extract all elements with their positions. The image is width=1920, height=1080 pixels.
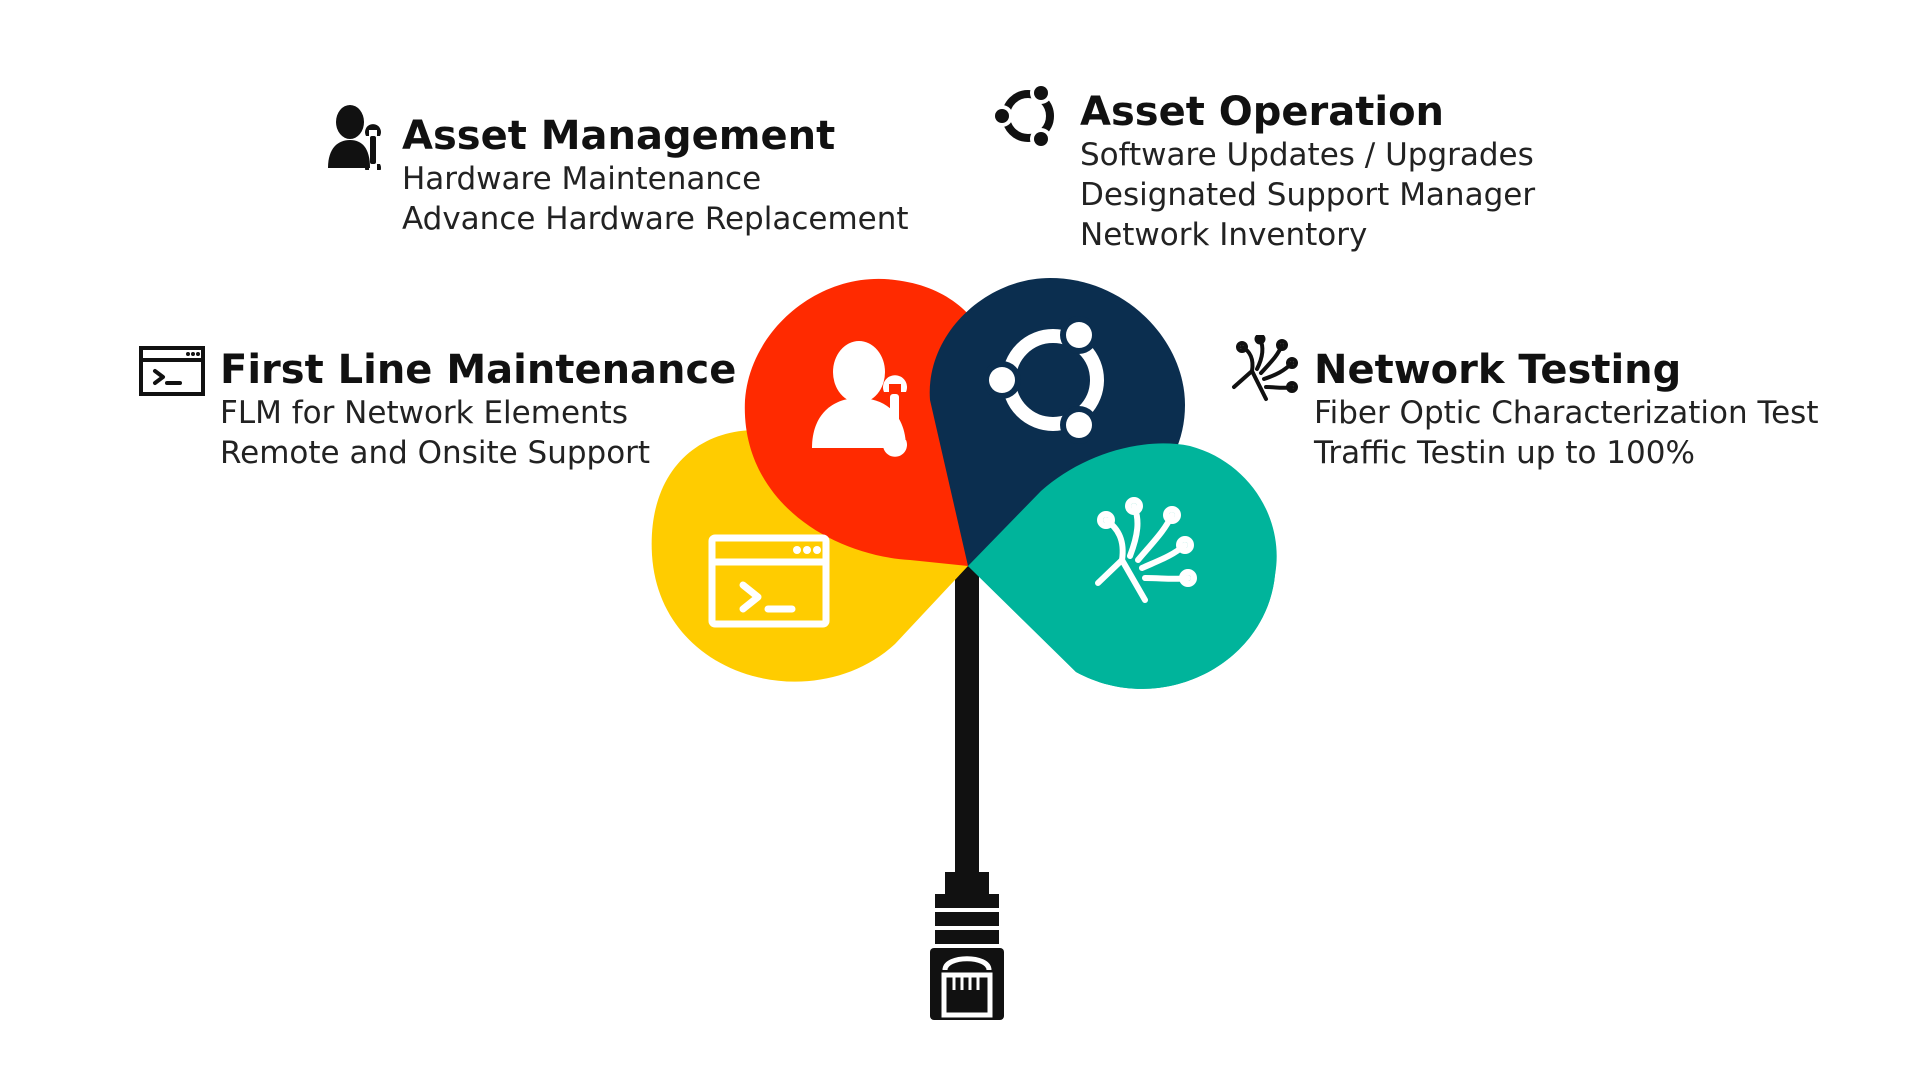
terminal-dots-icon: [793, 546, 821, 554]
ubuntu-circle-icon: [983, 316, 1104, 444]
technician-wrench-icon: [328, 105, 381, 170]
terminal-window-icon: [139, 346, 205, 396]
fiber-optic-icon: [1232, 335, 1298, 401]
first-line-maintenance-item: FLM for Network Elements: [220, 395, 628, 431]
first-line-maintenance-title: First Line Maintenance: [220, 347, 737, 393]
asset-operation-item: Network Inventory: [1080, 217, 1368, 253]
ubuntu-circle-icon: [991, 82, 1054, 150]
asset-operation-item: Designated Support Manager: [1080, 177, 1536, 213]
asset-management-item: Advance Hardware Replacement: [402, 201, 909, 237]
first-line-maintenance-block: First Line Maintenance FLM for Network E…: [220, 347, 736, 473]
asset-operation-title: Asset Operation: [1080, 89, 1445, 135]
network-testing-title: Network Testing: [1314, 347, 1682, 393]
technician-wrench-icon: [812, 341, 908, 457]
asset-management-item: Hardware Maintenance: [402, 161, 762, 197]
asset-management-title: Asset Management: [402, 113, 836, 159]
network-cable: [955, 560, 979, 880]
network-testing-item: Fiber Optic Characterization Test: [1314, 395, 1819, 431]
petal-first-line-maintenance: [651, 430, 968, 682]
first-line-maintenance-item: Remote and Onsite Support: [220, 435, 651, 471]
network-testing-block: Network Testing Fiber Optic Characteriza…: [1314, 347, 1819, 473]
asset-operation-block: Asset Operation Software Updates / Upgra…: [1080, 89, 1535, 255]
fiber-optic-icon: [1095, 497, 1197, 603]
asset-management-block: Asset Management Hardware Maintenance Ad…: [402, 113, 909, 239]
ethernet-plug-icon: [930, 872, 1004, 1020]
network-testing-item: Traffic Testin up to 100%: [1314, 435, 1695, 471]
terminal-window-icon: [708, 534, 830, 628]
asset-operation-item: Software Updates / Upgrades: [1080, 137, 1534, 173]
